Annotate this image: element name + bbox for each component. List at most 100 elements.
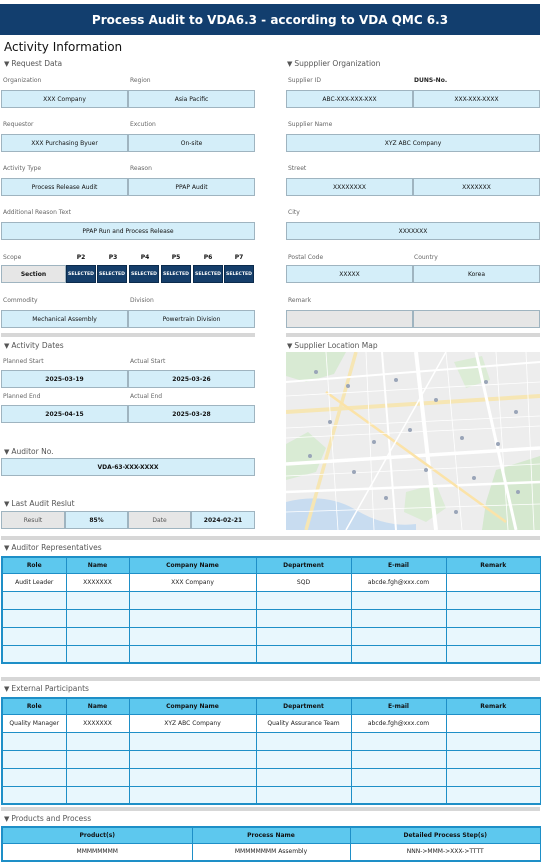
phase-p3-toggle[interactable]: SELECTED [97,265,127,283]
column-header-name[interactable]: Name [65,556,130,574]
table-cell[interactable] [128,785,257,805]
table-cell[interactable] [350,767,447,787]
activity-type-field[interactable]: Process Release Audit [1,178,128,196]
table-cell[interactable] [65,626,130,646]
table-cell[interactable] [128,731,257,751]
table-cell[interactable] [128,767,257,787]
remark-field-1[interactable] [286,310,413,328]
table-cell[interactable]: Quality Assurance Team [255,713,352,733]
table-cell[interactable] [65,644,130,664]
external-participants-header[interactable]: ▼ External Participants [4,684,89,693]
execution-field[interactable]: On-site [128,134,255,152]
table-cell[interactable]: abcde.fgh@xxx.com [350,572,447,592]
table-cell[interactable] [350,608,447,628]
table-cell[interactable] [1,644,67,664]
table-cell[interactable]: XYZ ABC Company [128,713,257,733]
table-cell[interactable]: MMMMMMMM Assembly [191,842,351,862]
column-header-department[interactable]: Department [255,556,352,574]
table-cell[interactable]: NNN->MMM->XXX->TTTT [349,842,541,862]
table-cell[interactable] [65,731,130,751]
table-cell[interactable] [255,767,352,787]
table-cell[interactable] [350,749,447,769]
table-cell[interactable] [1,731,67,751]
table-cell[interactable] [445,785,541,805]
column-header-department[interactable]: Department [255,697,352,715]
commodity-field[interactable]: Mechanical Assembly [1,310,128,328]
phase-p7-toggle[interactable]: SELECTED [224,265,254,283]
column-header-process-name[interactable]: Process Name [191,826,351,844]
table-cell[interactable] [350,785,447,805]
table-cell[interactable]: Audit Leader [1,572,67,592]
table-cell[interactable] [1,608,67,628]
result-field[interactable]: 85% [65,511,128,529]
table-cell[interactable]: Quality Manager [1,713,67,733]
table-cell[interactable] [350,626,447,646]
column-header-name[interactable]: Name [65,697,130,715]
table-cell[interactable] [255,590,352,610]
request-data-header[interactable]: ▼ Request Data [4,59,62,68]
table-cell[interactable] [65,590,130,610]
table-cell[interactable]: XXX Company [128,572,257,592]
table-cell[interactable]: XXXXXXX [65,713,130,733]
column-header-role[interactable]: Role [1,697,67,715]
auditor-no-header[interactable]: ▼ Auditor No. [4,447,54,456]
table-cell[interactable] [445,608,541,628]
table-cell[interactable] [255,644,352,664]
division-field[interactable]: Powertrain Division [128,310,255,328]
table-cell[interactable] [255,749,352,769]
table-cell[interactable] [1,767,67,787]
table-cell[interactable] [350,590,447,610]
phase-p5-toggle[interactable]: SELECTED [161,265,191,283]
last-audit-date-field[interactable]: 2024-02-21 [191,511,255,529]
duns-field[interactable]: XXX-XXX-XXXX [413,90,540,108]
table-cell[interactable] [255,608,352,628]
column-header-email[interactable]: E-mail [350,556,447,574]
column-header-company[interactable]: Company Name [128,697,257,715]
table-cell[interactable] [1,749,67,769]
table-cell[interactable] [445,731,541,751]
column-header-products[interactable]: Product(s) [1,826,193,844]
table-cell[interactable] [445,572,541,592]
scope-field[interactable]: Section [1,265,66,283]
actual-start-field[interactable]: 2025-03-26 [128,370,255,388]
additional-reason-field[interactable]: PPAP Run and Process Release [1,222,255,240]
products-process-header[interactable]: ▼ Products and Process [4,814,91,823]
auditor-no-field[interactable]: VDA-63-XXX-XXXX [1,458,255,476]
table-cell[interactable] [65,608,130,628]
column-header-role[interactable]: Role [1,556,67,574]
supplier-id-field[interactable]: ABC-XXX-XXX-XXX [286,90,413,108]
table-cell[interactable] [65,767,130,787]
supplier-name-field[interactable]: XYZ ABC Company [286,134,540,152]
table-cell[interactable] [128,626,257,646]
table-cell[interactable]: SQD [255,572,352,592]
column-header-remark[interactable]: Remark [445,697,541,715]
reason-field[interactable]: PPAP Audit [128,178,255,196]
column-header-process-steps[interactable]: Detailed Process Step(s) [349,826,541,844]
supplier-map-header[interactable]: ▼ Supplier Location Map [287,341,378,350]
city-field[interactable]: XXXXXXX [286,222,540,240]
supplier-org-header[interactable]: ▼ Suppplier Organization [287,59,380,68]
table-cell[interactable] [65,785,130,805]
table-cell[interactable] [445,644,541,664]
postal-code-field[interactable]: XXXXX [286,265,413,283]
table-cell[interactable] [255,785,352,805]
table-cell[interactable] [65,749,130,769]
table-cell[interactable]: MMMMMMMM [1,842,193,862]
table-cell[interactable]: abcde.fgh@xxx.com [350,713,447,733]
table-cell[interactable] [128,590,257,610]
column-header-email[interactable]: E-mail [350,697,447,715]
column-header-company[interactable]: Company Name [128,556,257,574]
organization-field[interactable]: XXX Company [1,90,128,108]
table-cell[interactable] [255,626,352,646]
table-cell[interactable]: XXXXXXX [65,572,130,592]
phase-p4-toggle[interactable]: SELECTED [129,265,159,283]
table-cell[interactable] [1,590,67,610]
country-field[interactable]: Korea [413,265,540,283]
planned-start-field[interactable]: 2025-03-19 [1,370,128,388]
region-field[interactable]: Asia Pacific [128,90,255,108]
requestor-field[interactable]: XXX Purchasing Byuer [1,134,128,152]
table-cell[interactable] [445,749,541,769]
table-cell[interactable] [350,644,447,664]
table-cell[interactable] [350,731,447,751]
table-cell[interactable] [128,608,257,628]
